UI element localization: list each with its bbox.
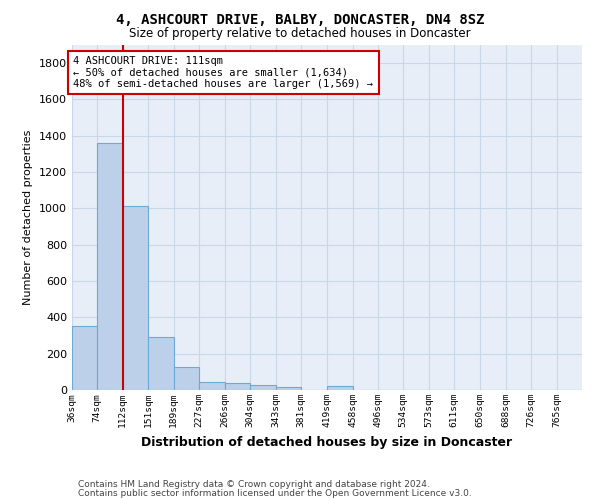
- Text: 4, ASHCOURT DRIVE, BALBY, DONCASTER, DN4 8SZ: 4, ASHCOURT DRIVE, BALBY, DONCASTER, DN4…: [116, 12, 484, 26]
- Text: Size of property relative to detached houses in Doncaster: Size of property relative to detached ho…: [129, 28, 471, 40]
- Bar: [148, 338, 174, 390]
- Bar: [122, 206, 148, 390]
- Bar: [199, 382, 225, 390]
- Bar: [276, 386, 301, 390]
- Bar: [250, 386, 276, 390]
- Bar: [174, 367, 199, 390]
- Bar: [97, 142, 122, 390]
- Text: Contains public sector information licensed under the Open Government Licence v3: Contains public sector information licen…: [78, 488, 472, 498]
- Text: 4 ASHCOURT DRIVE: 111sqm
← 50% of detached houses are smaller (1,634)
48% of sem: 4 ASHCOURT DRIVE: 111sqm ← 50% of detach…: [73, 56, 373, 89]
- Bar: [72, 326, 97, 390]
- Bar: [326, 386, 353, 390]
- Text: Contains HM Land Registry data © Crown copyright and database right 2024.: Contains HM Land Registry data © Crown c…: [78, 480, 430, 489]
- Y-axis label: Number of detached properties: Number of detached properties: [23, 130, 34, 305]
- Bar: [225, 384, 250, 390]
- X-axis label: Distribution of detached houses by size in Doncaster: Distribution of detached houses by size …: [142, 436, 512, 448]
